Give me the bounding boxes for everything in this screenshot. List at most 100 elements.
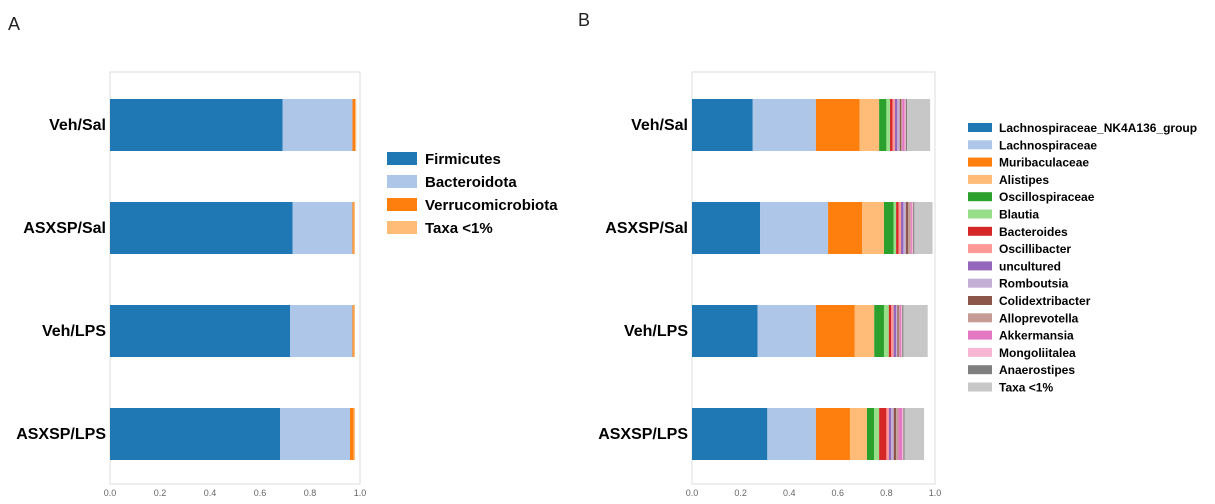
bar-segment-bacteroides-veh-lps xyxy=(888,305,892,357)
bar-segment-oscillibacter-asxsp-sal xyxy=(898,202,901,254)
bar-segment-bacteroidota-asxsp-sal xyxy=(292,202,353,254)
legend-b-label-alloprevotella: Alloprevotella xyxy=(999,311,1079,325)
bar-segment-lachnospiraceae-asxsp-lps xyxy=(767,408,816,460)
legend-b-label-taxa-1: Taxa <1% xyxy=(999,381,1053,395)
bar-segment-verrucomicrobiota-asxsp-sal xyxy=(352,202,354,254)
bar-segment-akkermansia-veh-lps xyxy=(899,305,901,357)
legend-a-swatch-firmicutes xyxy=(387,152,417,165)
bar-segment-colidextribacter-asxsp-sal xyxy=(905,202,909,254)
bar-segment-colidextribacter-veh-sal xyxy=(899,99,901,151)
x-tick-label: 0.6 xyxy=(254,488,267,498)
bar-segment-lachnospiraceae-nk4a136-group-asxsp-sal xyxy=(692,202,761,254)
bar-segment-anaerostipes-asxsp-lps xyxy=(903,408,905,460)
bar-segment-firmicutes-veh-lps xyxy=(110,305,290,357)
category-label-asxsp-lps: ASXSP/LPS xyxy=(16,426,106,443)
bar-segment-alistipes-asxsp-sal xyxy=(862,202,884,254)
legend-b-swatch-colidextribacter xyxy=(968,296,992,305)
legend-a-label-firmicutes: Firmicutes xyxy=(425,151,501,168)
bar-segment-bacteroidota-asxsp-lps xyxy=(280,408,350,460)
legend-b-swatch-bacteroides xyxy=(968,226,992,236)
legend-b-label-lachnospiraceae: Lachnospiraceae xyxy=(999,138,1097,152)
bar-segment-colidextribacter-veh-lps xyxy=(897,305,899,357)
legend-b-swatch-akkermansia xyxy=(968,330,992,340)
bar-segment-lachnospiraceae-nk4a136-group-veh-lps xyxy=(692,305,758,357)
bar-segment-verrucomicrobiota-veh-sal xyxy=(352,99,355,151)
bar-segment-taxa-1-asxsp-lps xyxy=(904,408,925,460)
bar-segment-verrucomicrobiota-veh-lps xyxy=(352,305,354,357)
legend-b-label-oscillibacter: Oscillibacter xyxy=(999,242,1071,256)
legend-b-label-mongoliitalea: Mongoliitalea xyxy=(999,346,1076,360)
category-label-asxsp-lps: ASXSP/LPS xyxy=(598,426,688,443)
bar-segment-bacteroides-asxsp-sal xyxy=(896,202,899,254)
bar-segment-taxa-1-veh-lps xyxy=(903,305,928,357)
bar-segment-taxa-1-asxsp-sal xyxy=(353,202,355,254)
bar-segment-taxa-1-asxsp-sal xyxy=(914,202,933,254)
bar-segment-muribaculaceae-veh-lps xyxy=(815,305,855,357)
bar-segment-muribaculaceae-veh-sal xyxy=(815,99,860,151)
panel-b-label: B xyxy=(578,10,590,30)
bar-segment-lachnospiraceae-veh-sal xyxy=(752,99,816,151)
bar-segment-bacteroidota-veh-lps xyxy=(290,305,353,357)
legend-b-swatch-uncultured xyxy=(968,261,992,271)
bar-segment-anaerostipes-veh-sal xyxy=(905,99,908,151)
bar-segment-alistipes-asxsp-lps xyxy=(849,408,867,460)
bar-segment-mongoliitalea-asxsp-lps xyxy=(902,408,904,460)
bar-segment-oscillospiraceae-asxsp-lps xyxy=(866,408,875,460)
bar-segment-oscillospiraceae-veh-lps xyxy=(874,305,884,357)
legend-b-swatch-mongoliitalea xyxy=(968,347,992,357)
x-tick-label: 0.2 xyxy=(154,488,167,498)
bar-segment-blautia-veh-lps xyxy=(883,305,889,357)
bar-segment-taxa-1-asxsp-lps xyxy=(353,408,355,460)
bar-segment-romboutsia-asxsp-lps xyxy=(891,408,894,460)
bar-segment-blautia-asxsp-sal xyxy=(893,202,897,254)
legend-b-label-bacteroides: Bacteroides xyxy=(999,225,1068,239)
bar-segment-lachnospiraceae-veh-lps xyxy=(757,305,816,357)
legend-b: Lachnospiraceae_NK4A136_group Lachnospira… xyxy=(968,121,1197,395)
legend-b-label-colidextribacter: Colidextribacter xyxy=(999,294,1091,308)
bar-segment-akkermansia-asxsp-sal xyxy=(910,202,912,254)
category-label-veh-sal: Veh/Sal xyxy=(631,117,688,134)
bar-segment-romboutsia-veh-sal xyxy=(897,99,900,151)
legend-b-label-alistipes: Alistipes xyxy=(999,173,1049,187)
bar-segment-lachnospiraceae-nk4a136-group-veh-sal xyxy=(692,99,753,151)
bar-segment-alistipes-veh-lps xyxy=(854,305,875,357)
legend-a-swatch-bacteroidota xyxy=(387,175,417,188)
legend-b-swatch-alistipes xyxy=(968,174,992,184)
legend-b-swatch-blautia xyxy=(968,209,992,219)
bar-segment-muribaculaceae-asxsp-sal xyxy=(828,202,863,254)
bar-segment-bacteroides-asxsp-lps xyxy=(879,408,887,460)
bar-segment-colidextribacter-asxsp-lps xyxy=(893,408,897,460)
bar-segment-alloprevotella-veh-lps xyxy=(898,305,900,357)
bar-segment-firmicutes-asxsp-lps xyxy=(110,408,280,460)
chart-b: Veh/Sal ASXSP/Sal Veh/LPS ASXSP/LPS 0.0 0.2 0.… xyxy=(598,71,942,498)
category-label-asxsp-sal: ASXSP/Sal xyxy=(605,220,688,237)
bar-segment-bacteroides-veh-sal xyxy=(890,99,893,151)
legend-b-swatch-lachnospiraceae-nk4a136-group xyxy=(968,123,992,132)
category-label-asxsp-sal: ASXSP/Sal xyxy=(23,220,106,237)
chart-a-frame xyxy=(109,71,361,485)
x-tick-label: 0.0 xyxy=(686,488,699,498)
chart-a: Veh/Sal ASXSP/Sal Veh/LPS ASXSP/LPS 0.0 0.2 0.… xyxy=(16,71,366,498)
category-label-veh-lps: Veh/LPS xyxy=(624,323,688,340)
bar-segment-uncultured-asxsp-lps xyxy=(888,408,892,460)
x-tick-label: 0.4 xyxy=(204,488,217,498)
legend-b-label-anaerostipes: Anaerostipes xyxy=(999,363,1075,377)
x-tick-label: 0.4 xyxy=(783,488,796,498)
bar-segment-oscillospiraceae-asxsp-sal xyxy=(883,202,894,254)
category-label-veh-lps: Veh/LPS xyxy=(42,323,106,340)
legend-b-swatch-anaerostipes xyxy=(968,365,992,375)
bar-segment-alloprevotella-asxsp-sal xyxy=(908,202,911,254)
bar-segment-firmicutes-asxsp-sal xyxy=(110,202,293,254)
legend-a-label-verrucomicrobiota: Verrucomicrobiota xyxy=(425,197,558,214)
panel-a-label: A xyxy=(8,14,20,34)
legend-b-label-uncultured: uncultured xyxy=(999,259,1061,273)
legend-b-label-blautia: Blautia xyxy=(999,208,1039,222)
bar-segment-oscillibacter-asxsp-lps xyxy=(886,408,889,460)
legend-b-swatch-lachnospiraceae xyxy=(968,140,992,150)
x-tick-label: 1.0 xyxy=(929,488,942,498)
bar-segment-taxa-1-veh-sal xyxy=(355,99,357,151)
bar-segment-alloprevotella-veh-sal xyxy=(900,99,903,151)
bar-segment-bacteroidota-veh-sal xyxy=(282,99,353,151)
bar-segment-uncultured-asxsp-sal xyxy=(900,202,904,254)
